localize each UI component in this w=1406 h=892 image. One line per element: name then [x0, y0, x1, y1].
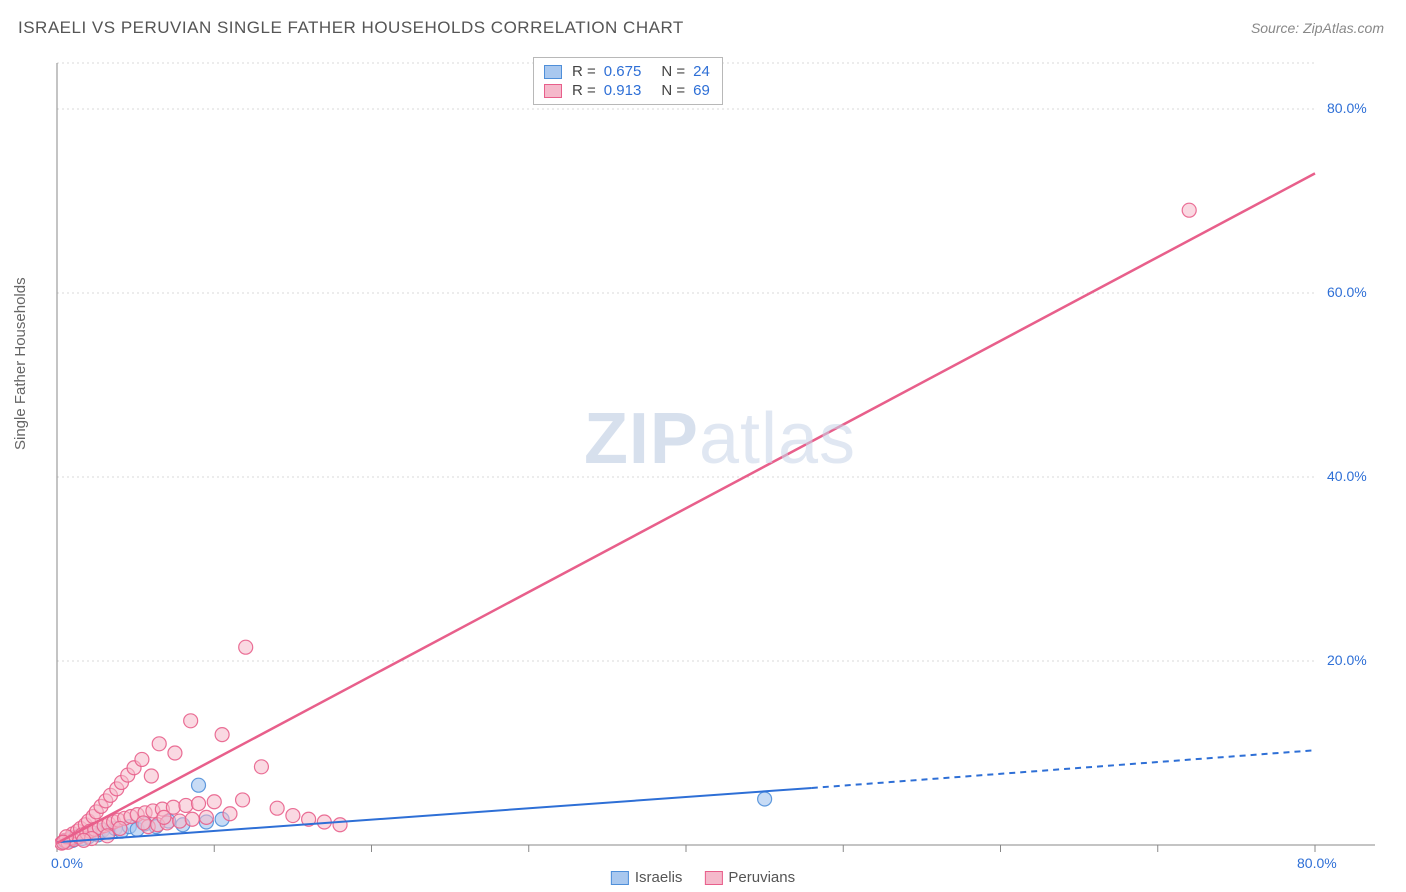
stats-row: R = 0.675 N = 24 [544, 62, 712, 81]
data-point [173, 814, 187, 828]
x-tick-label: 0.0% [51, 855, 83, 871]
data-point [168, 746, 182, 760]
data-point [135, 752, 149, 766]
data-point [184, 714, 198, 728]
r-value: 0.675 [604, 63, 642, 80]
data-point [239, 640, 253, 654]
data-point [1182, 203, 1196, 217]
data-point [185, 812, 199, 826]
data-point [758, 792, 772, 806]
n-label: N = [661, 63, 685, 80]
y-axis-label: Single Father Households [12, 277, 29, 450]
legend-swatch [611, 871, 629, 885]
legend-label: Israelis [635, 869, 683, 886]
plot-area: ZIPatlas R =0.675N =24R =0.913N =69 0.0%… [55, 55, 1385, 855]
data-point [157, 810, 171, 824]
y-tick-label: 80.0% [1327, 100, 1367, 116]
data-point [236, 793, 250, 807]
r-value: 0.913 [604, 82, 642, 99]
legend-swatch [704, 871, 722, 885]
data-point [144, 769, 158, 783]
y-tick-label: 60.0% [1327, 284, 1367, 300]
regression-line [57, 173, 1315, 843]
r-label: R = [572, 63, 596, 80]
chart-svg [55, 55, 1385, 855]
regression-line-dashed [812, 750, 1315, 788]
legend-item: Peruvians [704, 869, 795, 886]
y-tick-label: 40.0% [1327, 468, 1367, 484]
legend-item: Israelis [611, 869, 683, 886]
data-point [333, 818, 347, 832]
r-label: R = [572, 82, 596, 99]
data-point [286, 809, 300, 823]
data-point [152, 737, 166, 751]
correlation-stats-box: R = 0.675 N = 24 R = 0.913 N = 69 [533, 57, 723, 105]
legend-label: Peruvians [728, 869, 795, 886]
x-tick-label: 80.0% [1297, 855, 1337, 871]
data-point [113, 821, 127, 835]
n-value: 69 [693, 82, 710, 99]
data-point [223, 807, 237, 821]
data-point [254, 760, 268, 774]
chart-container: ISRAELI VS PERUVIAN SINGLE FATHER HOUSEH… [0, 0, 1406, 892]
data-point [179, 798, 193, 812]
n-value: 24 [693, 63, 710, 80]
series-swatch [544, 65, 562, 79]
data-point [199, 810, 213, 824]
data-point [270, 801, 284, 815]
chart-title: ISRAELI VS PERUVIAN SINGLE FATHER HOUSEH… [18, 18, 684, 38]
y-tick-label: 20.0% [1327, 652, 1367, 668]
data-point [100, 829, 114, 843]
data-point [192, 797, 206, 811]
data-point [136, 816, 150, 830]
series-swatch [544, 84, 562, 98]
data-point [215, 728, 229, 742]
source-attribution: Source: ZipAtlas.com [1251, 20, 1384, 36]
n-label: N = [661, 82, 685, 99]
series-legend: Israelis Peruvians [611, 869, 795, 886]
data-point [192, 778, 206, 792]
stats-row: R = 0.913 N = 69 [544, 81, 712, 100]
data-point [207, 795, 221, 809]
